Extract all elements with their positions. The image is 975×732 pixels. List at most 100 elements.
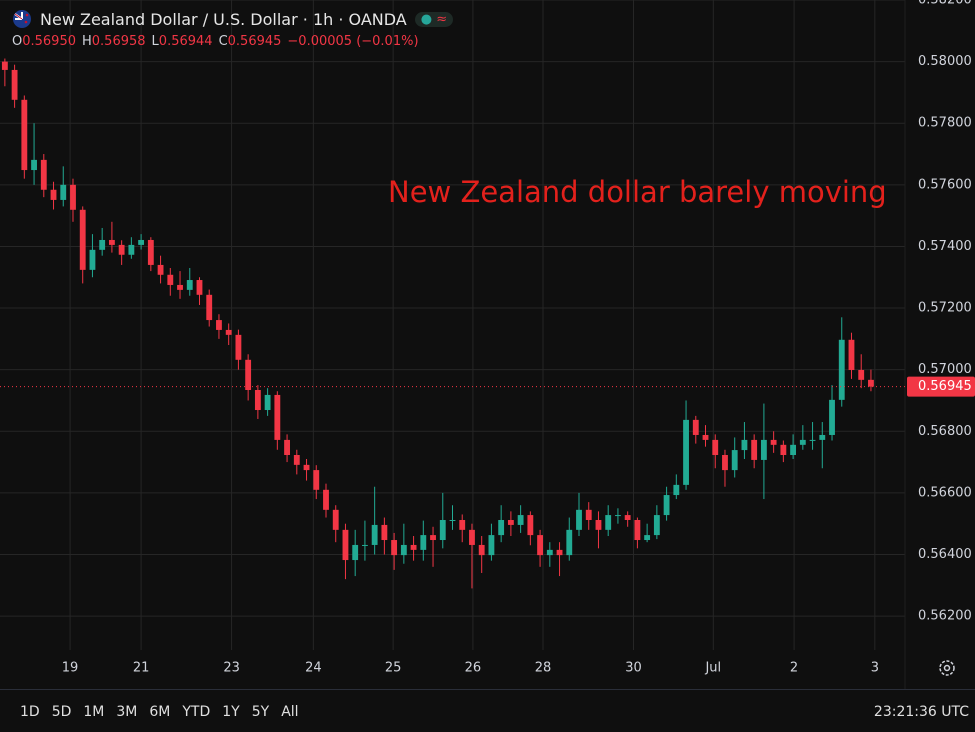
- x-tick-label: 19: [62, 661, 79, 676]
- candle-body: [284, 439, 290, 455]
- candle-body: [206, 294, 213, 321]
- annotation: New Zealand dollar barely moving: [388, 175, 887, 209]
- y-tick-label: 0.57600: [918, 177, 972, 192]
- candle-body: [303, 464, 310, 471]
- candle-body: [108, 239, 115, 245]
- candle-body: [89, 249, 96, 270]
- candle-body: [225, 329, 232, 335]
- candle-body: [653, 515, 660, 536]
- ohlc-key: H: [82, 34, 92, 49]
- y-tick-label: 0.56200: [918, 609, 972, 624]
- candle-body: [40, 159, 47, 190]
- candle-body: [634, 520, 641, 541]
- range-button[interactable]: All: [281, 703, 299, 720]
- candle-body: [254, 390, 261, 411]
- candle-body: [391, 540, 398, 556]
- candle-body: [469, 529, 475, 545]
- title-row: New Zealand Dollar / U.S. Dollar · 1h · …: [12, 6, 454, 32]
- candle-body: [439, 520, 446, 541]
- candle-body: [858, 369, 865, 380]
- status-badge: ● ≈: [414, 11, 454, 27]
- candle-body: [216, 320, 222, 330]
- range-button[interactable]: 5Y: [251, 703, 270, 720]
- candle-body: [147, 239, 154, 265]
- chart-title: New Zealand Dollar / U.S. Dollar · 1h · …: [40, 9, 407, 29]
- range-button[interactable]: YTD: [182, 703, 211, 720]
- x-tick-label: 30: [625, 661, 642, 676]
- grid: [0, 0, 905, 650]
- candle-body: [663, 495, 670, 516]
- candle-body: [741, 439, 748, 451]
- x-tick-label: 26: [465, 661, 482, 676]
- candle-body: [167, 274, 174, 285]
- y-tick-label: 0.57200: [918, 301, 972, 316]
- candle-body: [50, 189, 57, 200]
- candle-body: [99, 239, 106, 250]
- candle-body: [644, 535, 651, 541]
- range-button[interactable]: 6M: [149, 703, 171, 720]
- candle-body: [799, 439, 806, 445]
- candle-body: [245, 359, 252, 390]
- candle-body: [751, 439, 758, 460]
- candle-body: [605, 515, 612, 530]
- range-button[interactable]: 5D: [51, 703, 72, 720]
- candle-body: [21, 99, 28, 171]
- candle-body: [517, 515, 524, 525]
- candle-body: [31, 159, 37, 171]
- last-price-box: [907, 376, 975, 397]
- candle-body: [352, 544, 359, 561]
- candle-body: [186, 280, 193, 290]
- candle-body: [449, 520, 456, 521]
- candle-body: [362, 544, 368, 546]
- candle-body: [323, 489, 329, 510]
- candle-body: [770, 439, 777, 445]
- chart: 0.56200 0.56400 0.56600 0.56800 0.57000 0.572…: [0, 0, 975, 689]
- y-tick-label: 0.58000: [918, 54, 972, 69]
- settings-icon[interactable]: [939, 660, 955, 676]
- candle-body: [459, 520, 466, 530]
- range-button[interactable]: 1Y: [222, 703, 240, 720]
- range-button[interactable]: 1M: [83, 703, 105, 720]
- candle-body: [498, 520, 505, 536]
- candle-body: [595, 520, 602, 530]
- candle-body: [264, 394, 271, 411]
- candle-body: [702, 434, 709, 440]
- settings-ring: [939, 660, 955, 676]
- candle-body: [760, 439, 767, 460]
- candle-body: [624, 515, 631, 520]
- x-tick-label: Jul: [704, 661, 721, 676]
- candle-body: [70, 184, 76, 210]
- x-tick-label: 2: [790, 661, 798, 676]
- y-tick-label: 0.57400: [918, 239, 972, 254]
- candle-body: [478, 544, 485, 556]
- last-price-label: 0.56945: [918, 379, 972, 394]
- range-button[interactable]: 1D: [20, 703, 40, 720]
- y-tick-label: 0.56400: [918, 547, 972, 562]
- y-tick-label: 0.56800: [918, 424, 972, 439]
- candle-body: [410, 544, 417, 550]
- range-button[interactable]: 3M: [116, 703, 138, 720]
- candle-body: [400, 544, 407, 556]
- settings-hub: [943, 664, 951, 672]
- candle-body: [615, 515, 621, 517]
- candle-body: [868, 379, 874, 387]
- ohlc-value: 0.56950: [22, 34, 76, 49]
- candle-body: [332, 509, 339, 530]
- candle-body: [566, 529, 573, 556]
- x-tick-label: 28: [535, 661, 552, 676]
- candle-body: [673, 484, 680, 496]
- candle-body: [576, 509, 582, 530]
- candle-body: [235, 334, 242, 360]
- candle-body: [556, 549, 563, 556]
- clock: 23:21:36 UTC: [873, 703, 969, 720]
- candle-body: [381, 524, 388, 541]
- candle-body: [293, 455, 300, 465]
- ohlc-value: 0.56958: [91, 34, 146, 49]
- candle-body: [722, 455, 728, 471]
- x-tick-label: 23: [223, 661, 240, 676]
- range-buttons: 1D 5D 1M 3M 6M YTD 1Y 5Y All: [14, 704, 305, 720]
- x-tick-label: 21: [133, 661, 150, 676]
- candle-body: [342, 529, 349, 561]
- candle-body: [790, 444, 797, 455]
